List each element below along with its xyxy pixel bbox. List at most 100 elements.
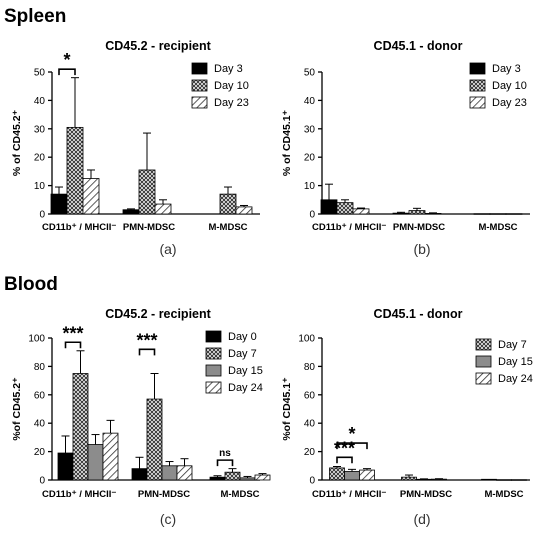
significance-label: *** xyxy=(62,323,83,343)
y-tick-label: 20 xyxy=(304,447,316,458)
legend-swatch xyxy=(205,364,222,377)
category-label: M-MDSC xyxy=(484,489,523,500)
legend-label: Day 23 xyxy=(214,97,249,109)
legend-label: Day 7 xyxy=(228,348,257,360)
chart-panel-d: CD45.1 - donor (d) 0 20 40 60 80 100 %of CD45.1⁺… xyxy=(281,307,533,527)
bar xyxy=(473,213,491,215)
chart-panel-b: CD45.1 - donor (b) 0 10 20 30 40 50 % of CD45.1⁺… xyxy=(281,39,530,257)
y-tick-label: 60 xyxy=(34,390,46,401)
category-label: M-MDSC xyxy=(478,222,517,233)
bar xyxy=(131,468,148,481)
bar xyxy=(254,474,271,481)
chart-title: CD45.2 - recipient xyxy=(105,39,211,53)
y-tick-label: 20 xyxy=(34,447,46,458)
y-axis-label: %of CD45.1⁺ xyxy=(281,377,293,441)
bar xyxy=(481,478,497,481)
legend-label: Day 15 xyxy=(498,356,533,368)
y-tick-label: 40 xyxy=(34,419,46,430)
category-label: CD11b⁺ / MHCII⁻ xyxy=(312,222,386,233)
category-label: M-MDSC xyxy=(208,222,247,233)
significance-label: ns xyxy=(219,448,231,459)
bar xyxy=(344,471,360,481)
legend-swatch xyxy=(191,96,208,109)
bar xyxy=(416,478,432,481)
bar xyxy=(138,169,156,215)
legend-label: Day 24 xyxy=(498,373,533,385)
bar xyxy=(505,213,523,215)
y-tick-label: 80 xyxy=(34,362,46,373)
legend-label: Day 3 xyxy=(214,63,243,75)
bar xyxy=(320,199,338,215)
chart-caption: (a) xyxy=(159,241,176,257)
legend-swatch xyxy=(469,79,486,92)
bar xyxy=(224,471,241,481)
legend-swatch xyxy=(469,96,486,109)
y-tick-label: 80 xyxy=(304,362,316,373)
y-tick-label: 50 xyxy=(304,68,316,79)
bar xyxy=(176,465,193,481)
bar xyxy=(511,479,527,481)
bar xyxy=(50,193,68,215)
bar xyxy=(489,213,507,215)
y-tick-label: 20 xyxy=(34,153,46,164)
chart-panel-c: CD45.2 - recipient (c) 0 20 40 60 80 100 %of CD4… xyxy=(11,307,271,527)
significance-bracket xyxy=(138,348,156,356)
significance-label: * xyxy=(63,50,70,70)
y-axis-label: % of CD45.2⁺ xyxy=(11,109,23,176)
bar xyxy=(239,477,256,481)
bar xyxy=(219,193,237,215)
y-tick-label: 10 xyxy=(304,181,316,192)
y-tick-label: 0 xyxy=(309,210,315,221)
bar xyxy=(359,469,375,481)
bar xyxy=(122,209,140,215)
significance-label: *** xyxy=(136,330,157,350)
legend-label: Day 0 xyxy=(228,331,257,343)
bar xyxy=(209,476,226,481)
bar xyxy=(161,465,178,481)
y-tick-label: 0 xyxy=(39,476,45,487)
category-label: CD11b⁺ / MHCII⁻ xyxy=(42,489,116,500)
bar xyxy=(66,126,84,215)
legend-swatch xyxy=(475,372,492,385)
chart-title: CD45.1 - donor xyxy=(374,307,463,321)
y-tick-label: 10 xyxy=(34,181,46,192)
chart-title: CD45.1 - donor xyxy=(374,39,463,53)
bar xyxy=(102,432,119,481)
section-title-blood: Blood xyxy=(4,274,58,295)
category-label: PMN-MDSC xyxy=(123,222,175,233)
legend-label: Day 15 xyxy=(228,365,263,377)
legend-swatch xyxy=(191,62,208,75)
bar xyxy=(87,444,104,481)
chart-caption: (c) xyxy=(160,511,176,527)
legend-swatch xyxy=(191,79,208,92)
bar xyxy=(401,476,417,481)
significance-bracket xyxy=(64,341,82,349)
legend-label: Day 10 xyxy=(492,80,527,92)
bar xyxy=(431,478,447,481)
bar xyxy=(392,212,410,215)
bar xyxy=(57,452,74,481)
significance-bracket xyxy=(216,459,234,467)
bar xyxy=(329,467,345,481)
significance-label: * xyxy=(348,424,355,444)
chart-title: CD45.2 - recipient xyxy=(105,307,211,321)
y-tick-label: 0 xyxy=(39,210,45,221)
significance-bracket xyxy=(336,442,368,450)
bar xyxy=(408,210,426,215)
legend-swatch xyxy=(205,381,222,394)
category-label: PMN-MDSC xyxy=(393,222,445,233)
legend-label: Day 10 xyxy=(214,80,249,92)
significance-bracket xyxy=(336,456,353,464)
bar xyxy=(352,208,370,215)
significance-bracket xyxy=(58,68,76,76)
y-tick-label: 60 xyxy=(304,390,316,401)
category-label: PMN-MDSC xyxy=(400,489,452,500)
legend-label: Day 23 xyxy=(492,97,527,109)
legend-label: Day 3 xyxy=(492,63,521,75)
y-tick-label: 30 xyxy=(304,124,316,135)
chart-panel-a: CD45.2 - recipient (a) 0 10 20 30 40 50 % of CD4… xyxy=(11,39,260,257)
bar xyxy=(336,202,354,215)
category-label: M-MDSC xyxy=(220,489,259,500)
y-tick-label: 100 xyxy=(28,334,45,345)
